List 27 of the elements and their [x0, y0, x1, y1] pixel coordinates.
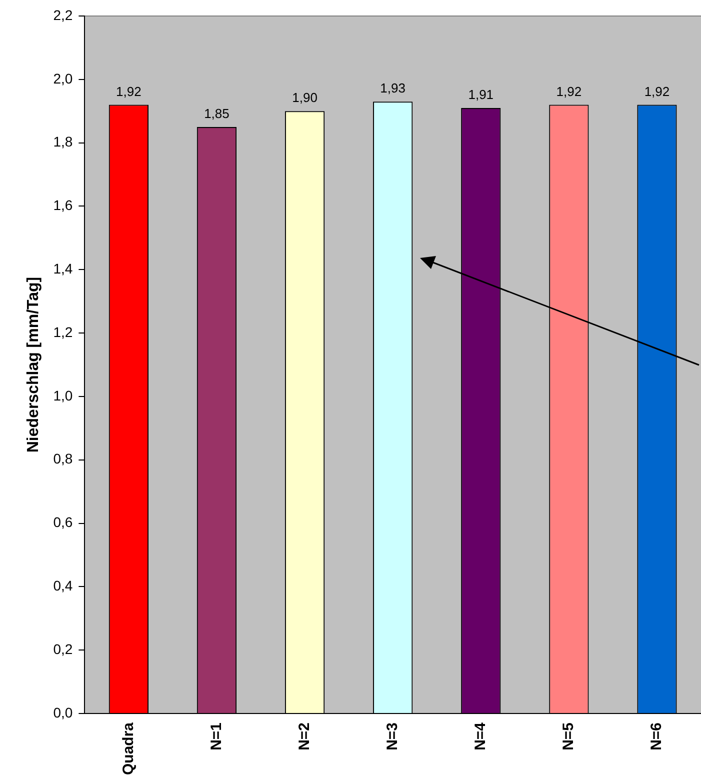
x-tick-label: N=4 — [472, 722, 490, 750]
y-tick-label: 1,4 — [53, 260, 73, 276]
y-tick-label: 0,6 — [53, 514, 73, 530]
y-tick-label: 0,0 — [53, 704, 73, 720]
data-label: 1,85 — [204, 106, 230, 122]
y-tick-label: 0,4 — [53, 578, 73, 594]
x-tick-label: N=3 — [384, 722, 401, 750]
data-label: 1,92 — [116, 84, 142, 99]
x-tick-label: N=6 — [648, 722, 666, 750]
y-tick-label: 1,2 — [53, 324, 73, 340]
y-tick-label: 0,8 — [53, 450, 73, 467]
x-tick-label: N=1 — [208, 722, 225, 750]
data-label: 1,90 — [292, 90, 318, 106]
y-tick-label: 1,6 — [53, 197, 73, 214]
data-label: 1,91 — [468, 87, 494, 102]
data-label: 1,92 — [556, 84, 582, 99]
y-tick-label: 2,2 — [53, 6, 73, 23]
y-tick-label: 0,2 — [53, 640, 73, 657]
y-tick-label: 2,0 — [53, 70, 73, 86]
x-tick-label: N=2 — [296, 722, 313, 750]
x-tick-label: N=5 — [560, 722, 578, 750]
data-label: 1,93 — [380, 80, 406, 96]
y-axis-title: Niederschlag [mm/Tag] — [25, 276, 42, 453]
x-tick-label: Quadra — [120, 722, 137, 775]
y-tick-label: 1,8 — [53, 134, 73, 150]
y-tick-label: 1,0 — [53, 387, 73, 404]
data-label: 1,92 — [644, 84, 670, 99]
